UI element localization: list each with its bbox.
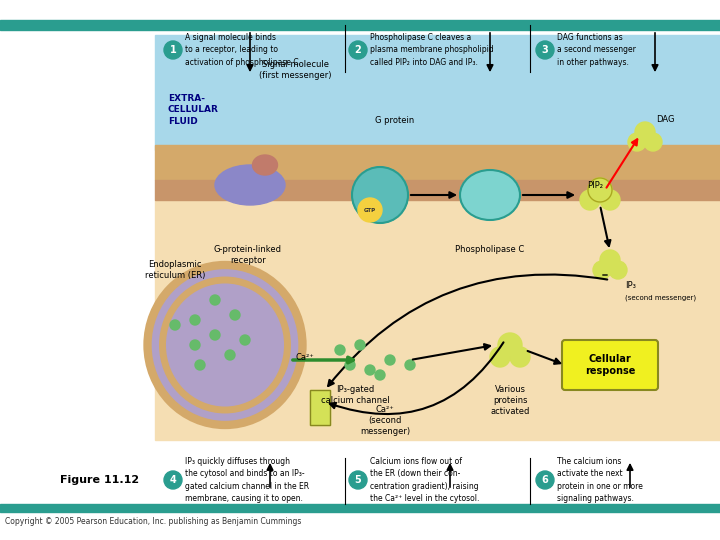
Circle shape [345, 360, 355, 370]
Text: DAG: DAG [656, 116, 675, 125]
Text: 3: 3 [541, 45, 549, 55]
Text: DAG functions as
a second messenger
in other pathways.: DAG functions as a second messenger in o… [557, 33, 636, 67]
Text: GTP: GTP [364, 207, 376, 213]
Circle shape [355, 340, 365, 350]
Circle shape [593, 261, 611, 279]
Circle shape [335, 345, 345, 355]
FancyBboxPatch shape [562, 340, 658, 390]
Circle shape [628, 133, 646, 151]
Circle shape [190, 340, 200, 350]
Circle shape [635, 122, 655, 142]
Circle shape [240, 335, 250, 345]
Circle shape [510, 347, 530, 367]
Bar [155, 180, 720, 200]
Text: 4: 4 [170, 475, 176, 485]
Bar [0, 20, 720, 30]
Text: Ca²⁺
(second
messenger): Ca²⁺ (second messenger) [360, 405, 410, 436]
Text: 6: 6 [541, 475, 549, 485]
Circle shape [385, 355, 395, 365]
Text: Various
proteins
activated: Various proteins activated [490, 385, 530, 416]
Ellipse shape [163, 280, 287, 410]
Circle shape [195, 360, 205, 370]
Text: Cellular
response: Cellular response [585, 354, 635, 376]
Bar [310, 390, 330, 425]
Bar [155, 145, 720, 180]
Ellipse shape [148, 265, 302, 425]
Bar [155, 35, 720, 150]
Ellipse shape [460, 170, 520, 220]
Text: Phospholipase C: Phospholipase C [455, 245, 525, 254]
Circle shape [190, 315, 200, 325]
Text: Phospholipase C cleaves a
plasma membrane phospholipid
called PIP₂ into DAG and : Phospholipase C cleaves a plasma membran… [370, 33, 494, 67]
Circle shape [210, 330, 220, 340]
Circle shape [349, 41, 367, 59]
Text: Figure 11.12: Figure 11.12 [60, 475, 139, 485]
Circle shape [498, 333, 522, 357]
Circle shape [365, 365, 375, 375]
Circle shape [600, 250, 620, 270]
Circle shape [358, 198, 382, 222]
Circle shape [644, 133, 662, 151]
Text: 5: 5 [355, 475, 361, 485]
Text: Signal molecule
(first messenger): Signal molecule (first messenger) [258, 60, 331, 80]
Bar [155, 200, 720, 440]
Text: Ca²⁺: Ca²⁺ [296, 353, 315, 361]
Text: The calcium ions
activate the next
protein in one or more
signaling pathways.: The calcium ions activate the next prote… [557, 457, 643, 503]
Ellipse shape [253, 155, 277, 175]
Text: 1: 1 [170, 45, 176, 55]
Circle shape [352, 167, 408, 223]
Circle shape [230, 310, 240, 320]
Text: IP₃: IP₃ [625, 280, 636, 289]
Text: 2: 2 [355, 45, 361, 55]
Text: Endoplasmic
reticulum (ER): Endoplasmic reticulum (ER) [145, 260, 205, 280]
Text: G protein: G protein [375, 116, 415, 125]
Circle shape [600, 190, 620, 210]
Circle shape [490, 347, 510, 367]
Circle shape [588, 178, 612, 202]
Circle shape [349, 471, 367, 489]
Ellipse shape [215, 165, 285, 205]
Text: PIP₂: PIP₂ [587, 180, 603, 190]
Circle shape [164, 471, 182, 489]
Bar [310, 390, 330, 425]
Text: (second messenger): (second messenger) [625, 295, 696, 301]
Circle shape [375, 370, 385, 380]
Circle shape [210, 295, 220, 305]
Text: Calcium ions flow out of
the ER (down their con-
centration gradient), raising
t: Calcium ions flow out of the ER (down th… [370, 457, 480, 503]
Text: Copyright © 2005 Pearson Education, Inc. publishing as Benjamin Cummings: Copyright © 2005 Pearson Education, Inc.… [5, 517, 302, 526]
Text: IP₃ quickly diffuses through
the cytosol and binds to an IP₃-
gated calcium chan: IP₃ quickly diffuses through the cytosol… [185, 457, 309, 503]
Text: G-protein-linked
receptor: G-protein-linked receptor [214, 245, 282, 265]
Circle shape [164, 41, 182, 59]
Text: IP₃-gated
calcium channel: IP₃-gated calcium channel [320, 385, 390, 405]
Circle shape [580, 190, 600, 210]
Circle shape [170, 320, 180, 330]
Circle shape [225, 350, 235, 360]
Circle shape [536, 471, 554, 489]
Circle shape [536, 41, 554, 59]
Circle shape [405, 360, 415, 370]
Text: A signal molecule binds
to a receptor, leading to
activation of phospholipase C.: A signal molecule binds to a receptor, l… [185, 33, 301, 67]
Text: EXTRA-
CELLULAR
FLUID: EXTRA- CELLULAR FLUID [168, 94, 219, 126]
Circle shape [609, 261, 627, 279]
Bar [0, 504, 720, 512]
